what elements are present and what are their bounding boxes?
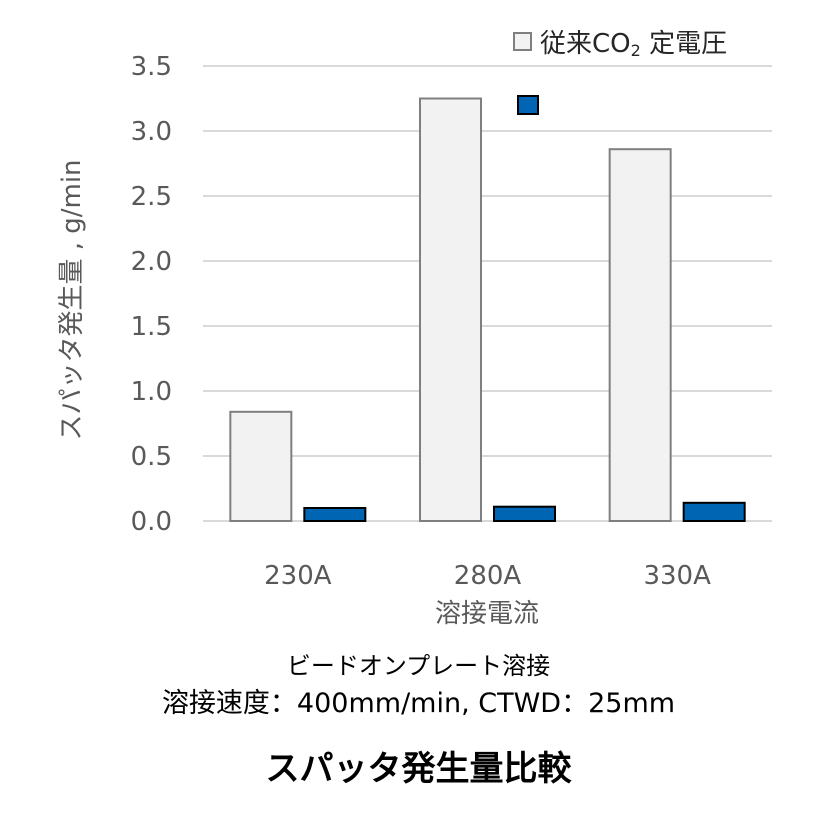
y-tick-label: 2.5 [131, 182, 172, 212]
bar-series-1-330A [608, 148, 672, 522]
bar-chart: 0.0 0.5 1.0 1.5 2.0 2.5 3.0 3.5 230A 280A 330A 溶接… [57, 29, 772, 629]
gridlines [203, 65, 772, 522]
x-axis-title: 溶接電流 [435, 599, 539, 629]
bar-series-2-280A [493, 505, 556, 523]
caption-line-1: ビードオンプレート溶接 [286, 652, 551, 680]
figure-title: スパッタ発生量比較 [265, 749, 572, 789]
bars [229, 97, 746, 523]
x-tick-label: 230A [264, 561, 332, 591]
y-tick-label: 3.5 [131, 52, 172, 82]
x-tick-labels: 230A 280A 330A [264, 561, 711, 591]
y-tick-label: 0.5 [131, 442, 172, 472]
y-axis-title: スパッタ発生量 , g/min [57, 159, 87, 440]
y-tick-label: 0.0 [131, 507, 172, 537]
y-tick-label: 1.5 [131, 312, 172, 342]
y-tick-label: 1.0 [131, 377, 172, 407]
bar-series-1-230A [229, 410, 293, 522]
bar-series-1-280A [419, 97, 482, 522]
legend-label-series-1: 従来CO2 定電圧 [540, 29, 727, 60]
legend: 従来CO2 定電圧 [513, 29, 727, 115]
legend-swatch-series-2 [517, 95, 539, 115]
bar-series-2-230A [303, 507, 367, 522]
caption-line-2: 溶接速度：400mm/min, CTWD：25mm [161, 688, 676, 719]
x-tick-label: 330A [643, 561, 711, 591]
y-tick-label: 2.0 [131, 247, 172, 277]
legend-swatch-series-1 [513, 32, 532, 51]
bar-series-2-330A [682, 501, 746, 522]
x-tick-label: 280A [454, 561, 522, 591]
y-tick-labels: 0.0 0.5 1.0 1.5 2.0 2.5 3.0 3.5 [131, 52, 172, 537]
y-tick-label: 3.0 [131, 117, 172, 147]
